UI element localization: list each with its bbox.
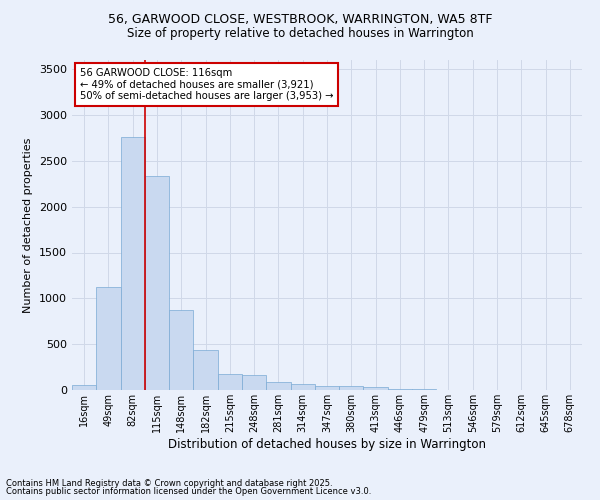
Y-axis label: Number of detached properties: Number of detached properties	[23, 138, 34, 312]
Bar	[339, 386, 364, 390]
Text: 56 GARWOOD CLOSE: 116sqm
← 49% of detached houses are smaller (3,921)
50% of sem: 56 GARWOOD CLOSE: 116sqm ← 49% of detach…	[80, 68, 333, 102]
X-axis label: Distribution of detached houses by size in Warrington: Distribution of detached houses by size …	[168, 438, 486, 450]
Bar	[145, 176, 169, 390]
Text: Contains public sector information licensed under the Open Government Licence v3: Contains public sector information licen…	[6, 487, 371, 496]
Bar	[364, 387, 388, 390]
Bar	[169, 310, 193, 390]
Bar	[218, 374, 242, 390]
Bar	[315, 386, 339, 390]
Text: 56, GARWOOD CLOSE, WESTBROOK, WARRINGTON, WA5 8TF: 56, GARWOOD CLOSE, WESTBROOK, WARRINGTON…	[108, 12, 492, 26]
Bar	[121, 137, 145, 390]
Bar	[412, 389, 436, 390]
Bar	[72, 386, 96, 390]
Bar	[290, 384, 315, 390]
Text: Size of property relative to detached houses in Warrington: Size of property relative to detached ho…	[127, 28, 473, 40]
Bar	[96, 288, 121, 390]
Bar	[193, 350, 218, 390]
Text: Contains HM Land Registry data © Crown copyright and database right 2025.: Contains HM Land Registry data © Crown c…	[6, 478, 332, 488]
Bar	[388, 389, 412, 390]
Bar	[242, 376, 266, 390]
Bar	[266, 382, 290, 390]
